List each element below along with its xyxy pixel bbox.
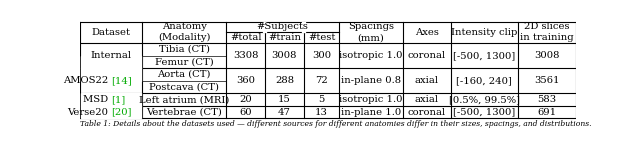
Text: 60: 60 (239, 108, 252, 117)
Text: Spacings
(mm): Spacings (mm) (348, 22, 394, 42)
Text: 15: 15 (278, 95, 291, 104)
Text: in-plane 0.8: in-plane 0.8 (341, 76, 401, 85)
Text: [-160, 240]: [-160, 240] (456, 76, 512, 85)
Text: 3008: 3008 (534, 51, 560, 60)
Text: Femur (CT): Femur (CT) (155, 57, 214, 66)
Text: [14]: [14] (111, 76, 132, 85)
Text: 288: 288 (275, 76, 294, 85)
Text: [0.5%, 99.5%]: [0.5%, 99.5%] (449, 95, 520, 104)
Text: Left atrium (MRI): Left atrium (MRI) (139, 95, 229, 104)
Text: 3561: 3561 (534, 76, 560, 85)
Text: axial: axial (415, 76, 438, 85)
Text: [1]: [1] (111, 95, 125, 104)
Text: 72: 72 (315, 76, 328, 85)
Text: 300: 300 (312, 51, 331, 60)
Text: Vertebrae (CT): Vertebrae (CT) (146, 108, 222, 117)
Text: Axes: Axes (415, 28, 438, 37)
Bar (81, 93, 141, 106)
Text: 691: 691 (538, 108, 557, 117)
Text: [-500, 1300]: [-500, 1300] (453, 51, 515, 60)
Text: #Subjects: #Subjects (257, 22, 308, 31)
Text: 3008: 3008 (272, 51, 297, 60)
Text: [-500, 1300]: [-500, 1300] (453, 108, 515, 117)
Bar (81, 106, 141, 118)
Text: #test: #test (308, 33, 335, 42)
Text: AMOS22: AMOS22 (63, 76, 111, 85)
Text: Dataset: Dataset (92, 28, 131, 37)
Text: 20: 20 (239, 95, 252, 104)
Text: #train: #train (268, 33, 301, 42)
Text: in-plane 1.0: in-plane 1.0 (341, 108, 401, 117)
Text: Intensity clip: Intensity clip (451, 28, 518, 37)
Bar (81, 68, 141, 81)
Text: 5: 5 (318, 95, 324, 104)
Text: Postcava (CT): Postcava (CT) (149, 83, 219, 92)
Text: 583: 583 (538, 95, 557, 104)
Text: Internal: Internal (91, 51, 132, 60)
Text: MSD: MSD (83, 95, 111, 104)
Text: Verse20: Verse20 (67, 108, 111, 117)
Text: Table 1: Details about the datasets used — different sources for different anato: Table 1: Details about the datasets used… (80, 120, 591, 128)
Text: 360: 360 (236, 76, 255, 85)
Text: isotropic 1.0: isotropic 1.0 (339, 95, 403, 104)
Text: Anatomy
(Modality): Anatomy (Modality) (158, 22, 211, 42)
Text: 3308: 3308 (233, 51, 259, 60)
Text: coronal: coronal (408, 108, 446, 117)
Text: #total: #total (230, 33, 261, 42)
Text: [20]: [20] (111, 108, 132, 117)
Text: 47: 47 (278, 108, 291, 117)
Text: 2D slices
in training: 2D slices in training (520, 22, 574, 42)
Bar (81, 55, 141, 68)
Text: 13: 13 (315, 108, 328, 117)
Text: isotropic 1.0: isotropic 1.0 (339, 51, 403, 60)
Text: Aorta (CT): Aorta (CT) (157, 70, 211, 79)
Text: Tibia (CT): Tibia (CT) (159, 45, 210, 54)
Text: axial: axial (415, 95, 438, 104)
Text: coronal: coronal (408, 51, 446, 60)
